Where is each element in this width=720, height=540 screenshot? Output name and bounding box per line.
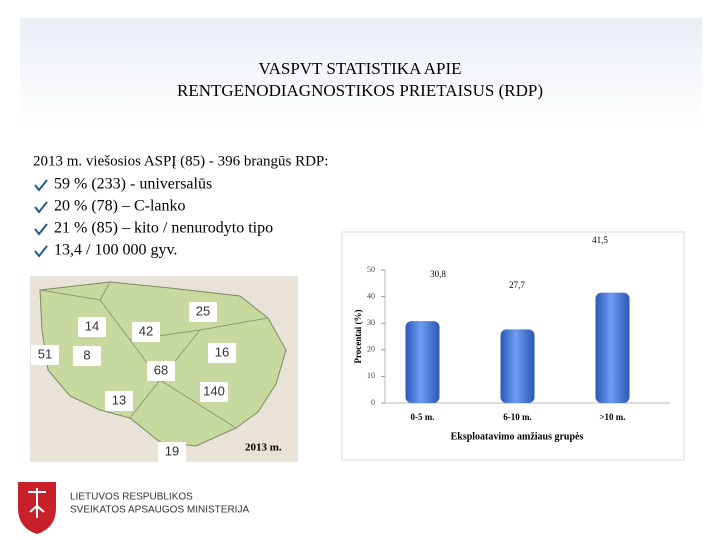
y-axis-label: Procentai (%) [353,309,363,363]
y-tick-label: 20 [367,345,375,354]
y-tick-label: 50 [367,265,375,274]
map-label-box [73,346,101,366]
x-tick-label: 0-5 m. [411,412,435,422]
map-label: 68 [154,362,168,377]
y-tick-label: 0 [371,398,375,407]
value-label: 30,8 [430,269,446,279]
logo-text: SVEIKATOS APSAUGOS MINISTERIJA [70,505,249,516]
intro: 2013 m. viešosios ASPĮ (85) - 396 brangū… [33,153,328,169]
y-tick-label: 40 [367,291,375,300]
map-label: 19 [165,443,179,458]
map-label-box [78,317,106,337]
check-mark [34,201,48,214]
map-borders [39,281,269,429]
map-label: 8 [83,347,90,362]
value-label: 41,5 [592,235,608,245]
y-tick-label: 30 [367,318,375,327]
map-label-box [132,322,160,342]
x-tick-label: >10 m. [599,412,625,422]
check-mark [34,245,48,258]
map-label-box [158,442,186,462]
check-mark [34,223,48,236]
bullet-text: 21 % (85) – kito / nenurodyto tipo [54,220,273,237]
map-label: 42 [139,323,153,338]
map-label: 51 [38,346,52,361]
header-band [20,18,702,126]
map-labels: 25 14 42 51 8 16 68 140 13 19 [31,302,236,462]
logo-emblem [28,488,46,518]
bar [405,321,440,403]
logo-text: LIETUVOS RESPUBLIKOS [70,492,193,503]
map-label: 14 [85,318,99,333]
bullet-text: 59 % (233) - universalūs [54,176,212,193]
map-label-box [31,345,59,365]
bar [500,329,535,403]
map-caption: 2013 m. [245,442,282,454]
title-line: VASPVT STATISTIKA APIE [259,59,462,78]
check-mark [34,179,48,192]
x-tick-label: 6-10 m. [503,412,532,422]
map-label-box [208,343,236,363]
bar [595,292,630,403]
map-label-box [200,382,228,402]
map-label: 140 [203,383,225,398]
map-label-box [105,391,133,411]
bullet-list: 59 % (233) - universalūs 20 % (78) – C-la… [34,176,273,259]
title-line: RENTGENODIAGNOSTIKOS PRIETAISUS (RDP) [177,81,543,100]
bullet-text: 13,4 / 100 000 gyv. [54,242,177,259]
y-tick-label: 10 [367,371,375,380]
value-label: 27,7 [509,280,525,290]
bar-chart: 0 10 20 30 40 50 Procentai (%) Eksploatavimo am… [353,235,670,442]
map-label: 13 [112,392,126,407]
map-label-box [147,361,175,381]
map-label-box [189,302,217,322]
x-axis-label: Eksploatavimo amžiaus grupės [451,431,584,442]
map-label: 25 [196,303,210,318]
bullet-text: 20 % (78) – C-lanko [54,198,186,215]
map-label: 16 [215,344,229,359]
